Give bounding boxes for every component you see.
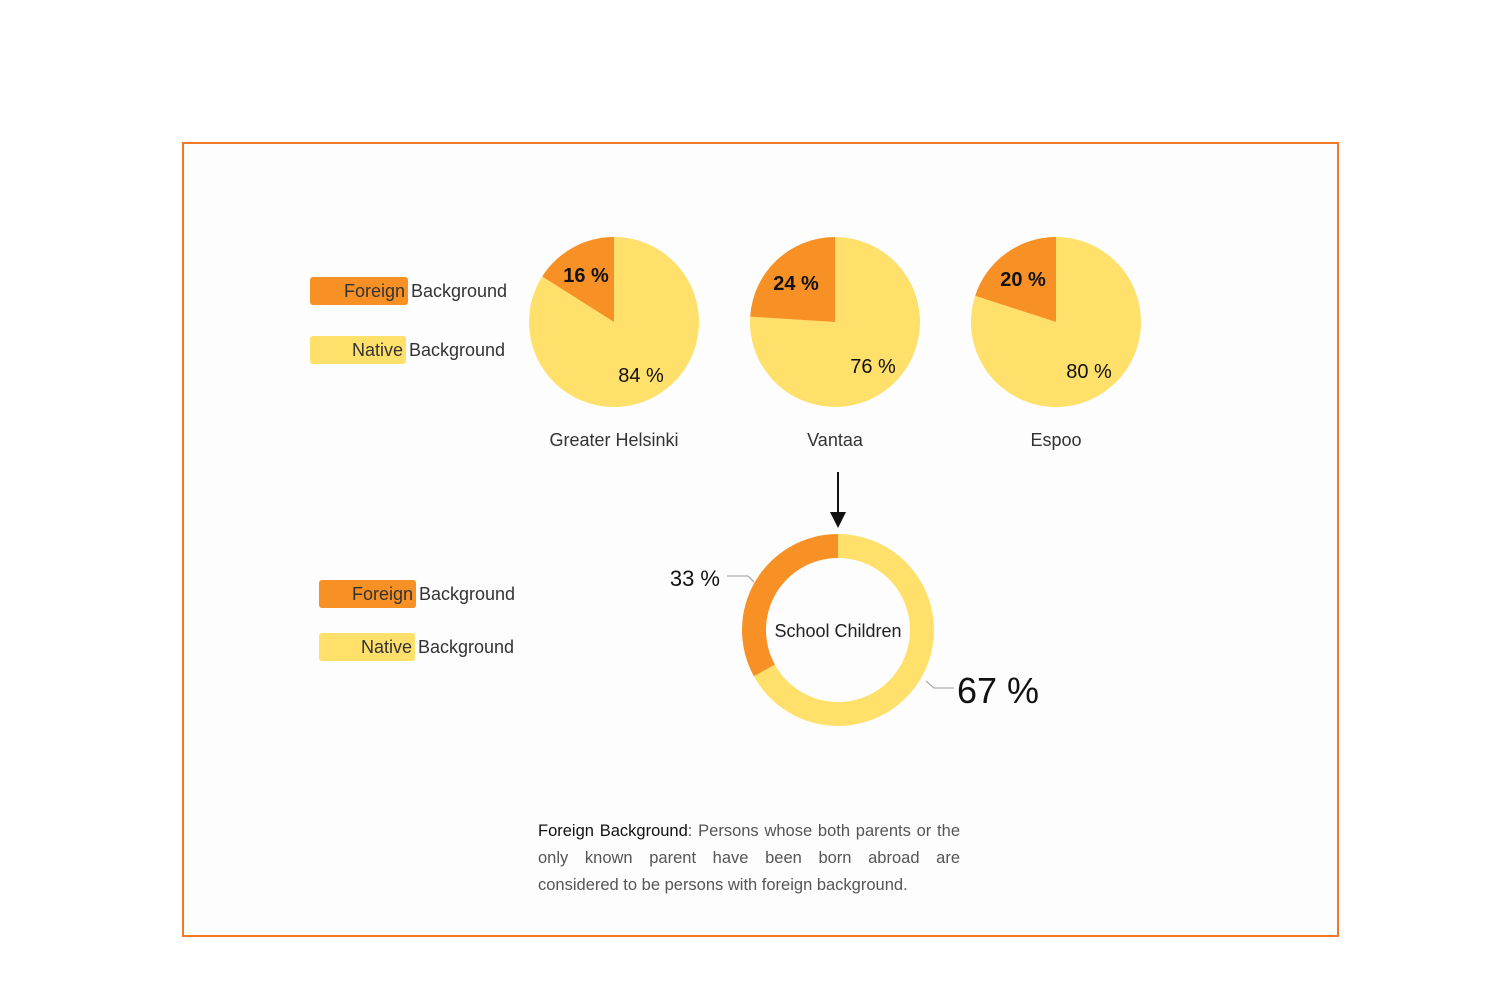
- legend-item-native: Native Background: [310, 336, 507, 364]
- pie-label-native: 80 %: [1066, 361, 1112, 383]
- donut-slice-foreign: [742, 534, 838, 677]
- legend-suffix: Background: [409, 339, 506, 360]
- legend-swatch-native: Native: [310, 336, 406, 364]
- leader-line-native: [925, 680, 954, 689]
- leader-line-foreign: [727, 575, 755, 583]
- definition-term: Foreign Background: [538, 822, 688, 840]
- donut-label-native: 67 %: [957, 670, 1039, 711]
- pie-slice-foreign: [542, 237, 614, 322]
- legend-swatch-foreign: Foreign: [319, 580, 416, 608]
- pie-title-greater-helsinki: Greater Helsinki: [549, 430, 679, 450]
- pie-slice-foreign: [975, 237, 1056, 322]
- pie-label-foreign: 24 %: [773, 273, 819, 295]
- legend-top: Foreign Background Native Background: [310, 277, 507, 364]
- pie-label-foreign: 20 %: [1000, 269, 1046, 291]
- pie-label-foreign: 16 %: [563, 265, 609, 287]
- donut-center-title: School Children: [774, 621, 901, 641]
- definition-note: Foreign Background: Persons whose both p…: [538, 818, 960, 899]
- pie-title-espoo: Espoo: [1030, 430, 1082, 450]
- legend-suffix: Background: [411, 280, 508, 301]
- pie-title-vantaa: Vantaa: [807, 430, 863, 450]
- legend-item-foreign: Foreign Background: [310, 277, 507, 305]
- definition-text: : Persons whose both parents or the only…: [538, 822, 960, 894]
- legend-suffix: Background: [418, 636, 515, 657]
- legend-bottom: Foreign Background Native Background: [319, 580, 515, 661]
- legend-swatch-foreign: Foreign: [310, 277, 408, 305]
- pie-label-native: 76 %: [850, 356, 896, 378]
- legend-swatch-native: Native: [319, 633, 415, 661]
- pie-label-native: 84 %: [618, 365, 664, 387]
- legend-item-foreign: Foreign Background: [319, 580, 515, 608]
- donut-label-foreign: 33 %: [670, 566, 720, 591]
- pie-slice-foreign: [750, 237, 835, 322]
- legend-suffix: Background: [419, 583, 516, 604]
- chart-frame: [182, 142, 1339, 937]
- legend-item-native: Native Background: [319, 633, 515, 661]
